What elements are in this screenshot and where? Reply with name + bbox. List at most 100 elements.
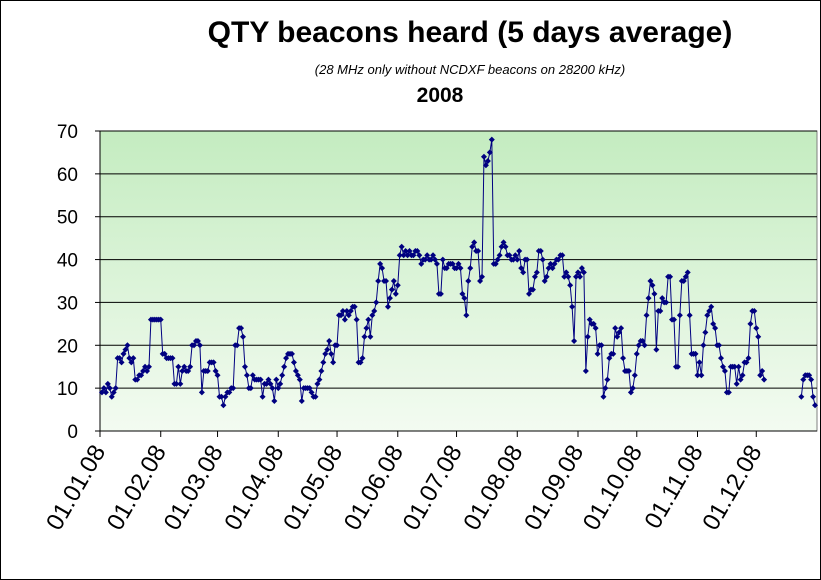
chart-title: QTY beacons heard (5 days average): [207, 16, 733, 49]
data-point: [406, 248, 413, 254]
data-point: [377, 260, 384, 267]
data-point: [318, 368, 325, 374]
data-point: [384, 303, 391, 310]
data-point: [145, 363, 152, 370]
data-point: [492, 260, 499, 267]
data-point: [367, 333, 374, 340]
data-point: [718, 355, 725, 362]
y-tick-label: 50: [57, 208, 78, 229]
data-point: [392, 290, 399, 297]
data-point: [696, 359, 703, 366]
data-point: [443, 265, 450, 272]
data-point: [755, 333, 762, 340]
data-point: [610, 350, 617, 357]
data-point: [351, 303, 358, 310]
data-point: [357, 359, 364, 366]
data-point: [496, 252, 503, 259]
data-point: [537, 248, 544, 254]
data-point: [645, 295, 652, 302]
data-point: [439, 256, 446, 263]
data-point: [379, 265, 386, 272]
data-point: [602, 385, 609, 392]
data-point: [526, 290, 533, 297]
data-point: [247, 385, 254, 392]
data-point: [288, 350, 295, 357]
data-point: [733, 380, 740, 387]
data-point: [559, 252, 566, 259]
data-point: [390, 278, 397, 284]
data-point: [191, 342, 198, 349]
data-point: [721, 368, 728, 374]
data-point: [745, 355, 752, 362]
data-point: [620, 355, 627, 362]
data-point: [343, 308, 350, 314]
data-point: [604, 376, 611, 383]
data-point: [363, 325, 370, 332]
data-point: [214, 372, 221, 379]
data-point: [238, 325, 245, 332]
data-point: [110, 389, 117, 396]
data-point: [169, 355, 176, 362]
data-point: [175, 363, 182, 370]
data-point: [612, 325, 619, 332]
data-point: [361, 333, 368, 340]
data-point: [698, 372, 705, 379]
data-point: [459, 290, 466, 297]
data-point: [271, 398, 278, 404]
data-point: [453, 265, 460, 272]
data-point: [422, 256, 429, 263]
data-point: [140, 368, 147, 374]
data-point: [716, 342, 723, 349]
data-point: [692, 350, 699, 357]
data-point: [653, 346, 660, 353]
data-point: [479, 273, 486, 280]
data-point: [263, 380, 270, 387]
data-point: [134, 376, 141, 383]
data-point: [112, 385, 119, 392]
data-point: [142, 363, 149, 370]
data-point: [667, 273, 674, 280]
data-point: [290, 359, 297, 366]
y-tick-label: 30: [57, 293, 78, 314]
data-point: [394, 282, 401, 289]
data-point: [545, 265, 552, 272]
data-point: [365, 316, 372, 323]
data-point: [241, 363, 248, 370]
data-point: [551, 260, 558, 267]
y-tick-label: 10: [57, 379, 78, 400]
data-point: [341, 316, 348, 323]
data-point: [618, 325, 625, 332]
data-point: [561, 273, 568, 280]
data-point: [694, 372, 701, 379]
data-point: [682, 273, 689, 280]
data-point: [657, 308, 664, 314]
data-point: [575, 269, 581, 276]
data-point: [128, 359, 135, 366]
data-point: [582, 368, 589, 374]
data-point: [328, 350, 335, 357]
data-point: [463, 312, 470, 319]
data-point: [753, 325, 760, 332]
y-tick-label: 0: [67, 422, 78, 443]
data-point: [173, 380, 180, 387]
data-point: [567, 282, 574, 289]
data-point: [314, 380, 321, 387]
data-point: [431, 256, 438, 263]
data-point: [737, 376, 744, 383]
data-point: [334, 342, 341, 349]
data-point: [138, 372, 145, 379]
data-point: [461, 295, 468, 302]
data-point: [326, 338, 333, 344]
data-point: [373, 299, 380, 306]
data-point: [330, 359, 337, 366]
chart-subtitle: (28 MHz only without NCDXF beacons on 28…: [314, 62, 626, 77]
data-point: [226, 389, 233, 396]
data-point: [124, 342, 131, 349]
data-point: [592, 325, 599, 332]
data-point: [196, 342, 203, 349]
data-point: [418, 260, 425, 267]
data-point: [337, 312, 344, 319]
data-point: [257, 376, 264, 383]
data-point: [565, 273, 572, 280]
